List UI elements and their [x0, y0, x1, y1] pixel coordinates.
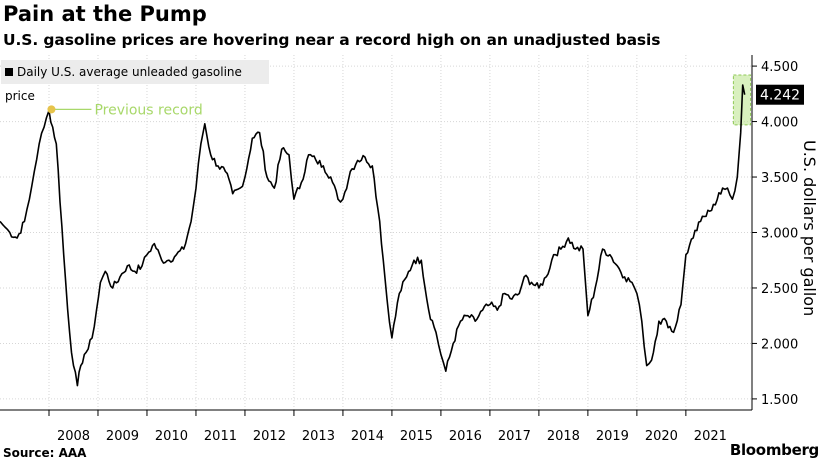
x-tick-label: 2013 [302, 429, 335, 444]
x-tick-label: 2009 [106, 429, 139, 444]
source-note: Source: AAA [3, 446, 87, 460]
previous-record-label: Previous record [94, 102, 202, 118]
x-tick-label: 2019 [596, 429, 629, 444]
x-tick-label: 2021 [694, 429, 727, 444]
x-tick-label: 2015 [400, 429, 433, 444]
y-axis-ticks: 4.500 4.000 3.500 3.000 2.500 2.000 1.500 [0, 55, 798, 411]
y-tick-label: 2.500 [761, 282, 798, 297]
legend-swatch [5, 68, 13, 76]
y-tick-label: 4.000 [761, 116, 798, 131]
x-tick-label: 2008 [57, 429, 90, 444]
y-axis-label: U.S. dollars per gallon [800, 140, 819, 317]
previous-record-marker [47, 105, 56, 114]
bloomberg-logo: Bloomberg [729, 441, 819, 459]
x-tick-label: 2010 [155, 429, 188, 444]
y-tick-label: 1.500 [761, 393, 798, 408]
x-tick-label: 2016 [449, 429, 482, 444]
x-tick-label: 2011 [204, 429, 237, 444]
chart-subtitle: U.S. gasoline prices are hovering near a… [3, 31, 661, 49]
y-tick-label: 3.000 [761, 227, 798, 242]
x-tick-label: 2012 [253, 429, 286, 444]
x-tick-label: 2020 [645, 429, 678, 444]
last-value-box [756, 84, 804, 105]
y-tick-label: 3.500 [761, 171, 798, 186]
chart-title: Pain at the Pump [3, 2, 207, 26]
y-tick-label: 4.500 [761, 60, 798, 75]
x-tick-label: 2018 [547, 429, 580, 444]
x-axis-ticks: 2008 2009 2010 2011 2012 2013 2014 2015 2016 2017… [48, 410, 727, 444]
last-value-label: 4.242 [760, 88, 800, 104]
x-tick-label: 2014 [351, 429, 384, 444]
legend-label: Daily U.S. average unleaded gasoline pri… [5, 65, 242, 103]
gridlines [0, 55, 752, 410]
legend: Daily U.S. average unleaded gasoline pri… [1, 60, 269, 103]
y-tick-label: 2.000 [761, 337, 798, 352]
gas-price-series-line [0, 84, 746, 387]
x-tick-label: 2017 [498, 429, 531, 444]
